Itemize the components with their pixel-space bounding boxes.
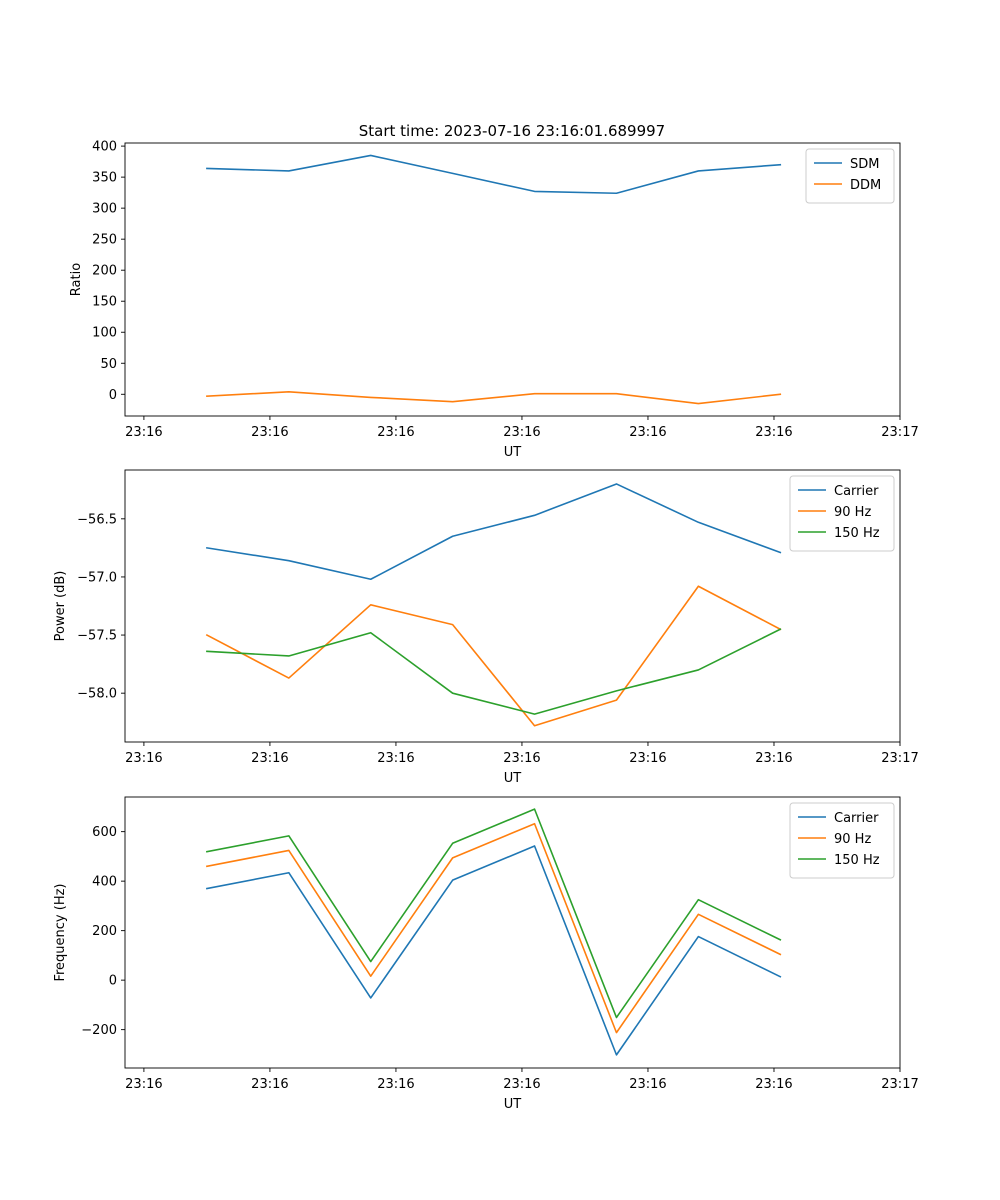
y-tick-label-0-4: 200: [92, 264, 117, 279]
x-tick-label-0-1: 23:16: [251, 425, 288, 440]
series-line-2-0: [205, 845, 782, 1056]
series-lines-1: [205, 483, 782, 727]
y-ticks-0: 0 50 100 150 200 250 300 350 400: [92, 140, 125, 403]
axes-frame-1: [124, 469, 901, 743]
series-line-1-0: [205, 483, 782, 581]
x-tick-label-1-1: 23:16: [251, 751, 288, 766]
x-tick-label-1-5: 23:16: [755, 751, 792, 766]
y-tick-label-1-0: −56.5: [77, 512, 117, 527]
x-ticks-0: 23:16 23:16 23:16 23:16 23:16 23:16 23:17: [125, 416, 919, 440]
series-lines-2: [205, 808, 782, 1056]
x-tick-label-0-0: 23:16: [125, 425, 162, 440]
x-ticks-2: 23:16 23:16 23:16 23:16 23:16 23:16 23:17: [125, 1068, 919, 1092]
y-tick-label-0-8: 400: [92, 140, 117, 155]
legend-0: SDM DDM: [805, 148, 895, 204]
legend-1: Carrier 90 Hz 150 Hz: [789, 475, 895, 552]
legend-label-2-2: 150 Hz: [834, 853, 880, 868]
y-tick-label-0-1: 50: [100, 357, 117, 372]
y-tick-label-0-7: 350: [92, 171, 117, 186]
x-tick-label-2-1: 23:16: [251, 1077, 288, 1092]
legend-2: Carrier 90 Hz 150 Hz: [789, 802, 895, 879]
subplots: 23:16 23:16 23:16 23:16 23:16 23:16 23:17 0 50 10…: [53, 140, 919, 1112]
y-tick-label-2-3: 400: [92, 875, 117, 890]
y-tick-label-0-0: 0: [109, 388, 117, 403]
y-tick-label-2-4: 600: [92, 825, 117, 840]
legend-label-0-0: SDM: [850, 157, 879, 172]
y-axis-label-0: Ratio: [69, 263, 84, 296]
x-tick-label-0-4: 23:16: [629, 425, 666, 440]
series-line-1-2: [206, 628, 782, 715]
y-tick-label-2-1: 0: [109, 974, 117, 989]
y-axis-label-1: Power (dB): [53, 571, 68, 642]
legend-label-2-1: 90 Hz: [834, 832, 871, 847]
x-tick-label-2-4: 23:16: [629, 1077, 666, 1092]
subplot-2: 23:16 23:16 23:16 23:16 23:16 23:16 23:17 −200 0…: [53, 796, 919, 1112]
figure-title: Start time: 2023-07-16 23:16:01.689997: [359, 122, 665, 140]
series-lines-0: [206, 154, 782, 405]
legend-label-1-0: Carrier: [834, 484, 879, 499]
x-tick-label-2-2: 23:16: [377, 1077, 414, 1092]
x-tick-label-1-4: 23:16: [629, 751, 666, 766]
y-tick-label-1-1: −57.0: [77, 570, 117, 585]
x-tick-label-2-5: 23:16: [755, 1077, 792, 1092]
x-tick-label-0-2: 23:16: [377, 425, 414, 440]
x-tick-label-1-0: 23:16: [125, 751, 162, 766]
legend-label-1-1: 90 Hz: [834, 505, 871, 520]
x-axis-label-2: UT: [504, 1097, 522, 1112]
subplot-1: 23:16 23:16 23:16 23:16 23:16 23:16 23:17 −56.5…: [53, 469, 919, 786]
axes-frame-2: [124, 796, 901, 1069]
y-tick-label-0-6: 300: [92, 202, 117, 217]
y-tick-label-2-0: −200: [81, 1023, 117, 1038]
y-tick-label-0-3: 150: [92, 295, 117, 310]
y-tick-label-0-5: 250: [92, 233, 117, 248]
x-axis-label-1: UT: [504, 771, 522, 786]
y-axis-label-2: Frequency (Hz): [53, 883, 68, 981]
x-tick-label-0-5: 23:16: [755, 425, 792, 440]
legend-label-1-2: 150 Hz: [834, 526, 880, 541]
x-axis-label-0: UT: [504, 445, 522, 460]
x-tick-label-2-6: 23:17: [881, 1077, 918, 1092]
y-ticks-1: −56.5 −57.0 −57.5 −58.0: [77, 512, 125, 702]
series-line-1-1: [205, 585, 782, 727]
subplot-0: 23:16 23:16 23:16 23:16 23:16 23:16 23:17 0 50 10…: [69, 140, 919, 460]
x-tick-label-1-2: 23:16: [377, 751, 414, 766]
legend-label-0-1: DDM: [850, 178, 881, 193]
x-tick-label-2-0: 23:16: [125, 1077, 162, 1092]
x-ticks-1: 23:16 23:16 23:16 23:16 23:16 23:16 23:17: [125, 742, 919, 766]
x-tick-label-0-6: 23:17: [881, 425, 918, 440]
y-tick-label-1-3: −58.0: [77, 687, 117, 702]
axes-frame-0: [124, 142, 901, 417]
y-tick-label-2-2: 200: [92, 924, 117, 939]
legend-label-2-0: Carrier: [834, 811, 879, 826]
series-line-0-0: [206, 154, 782, 195]
x-tick-label-1-6: 23:17: [881, 751, 918, 766]
x-tick-label-0-3: 23:16: [503, 425, 540, 440]
series-line-2-2: [205, 808, 782, 1019]
y-tick-label-1-2: −57.5: [77, 629, 117, 644]
x-tick-label-1-3: 23:16: [503, 751, 540, 766]
series-line-0-1: [206, 390, 782, 405]
y-ticks-2: −200 0 200 400 600: [81, 825, 125, 1038]
x-tick-label-2-3: 23:16: [503, 1077, 540, 1092]
series-line-2-1: [205, 822, 782, 1034]
y-tick-label-0-2: 100: [92, 326, 117, 341]
